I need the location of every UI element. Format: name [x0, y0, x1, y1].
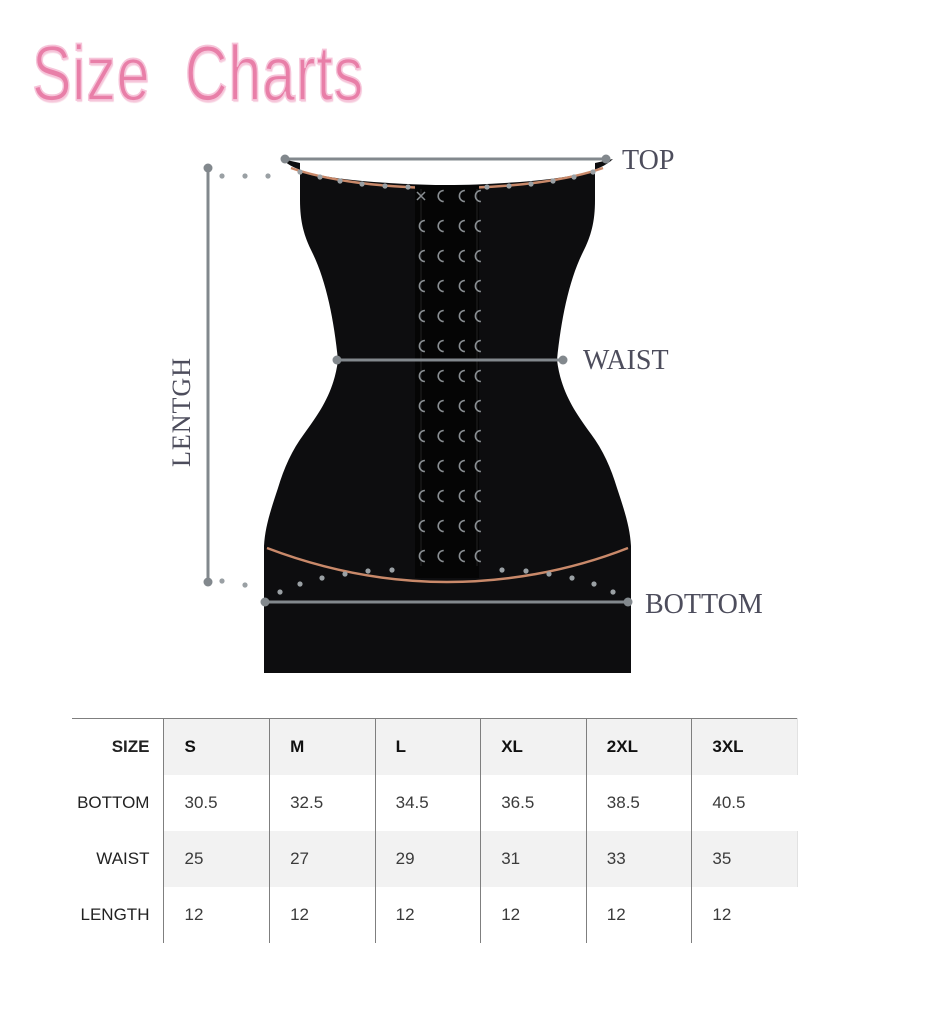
svg-text:TOP: TOP [622, 145, 674, 176]
svg-text:LENTGH: LENTGH [167, 357, 196, 467]
svg-text:BOTTOM: BOTTOM [645, 589, 763, 620]
svg-text:WAIST: WAIST [583, 345, 669, 376]
